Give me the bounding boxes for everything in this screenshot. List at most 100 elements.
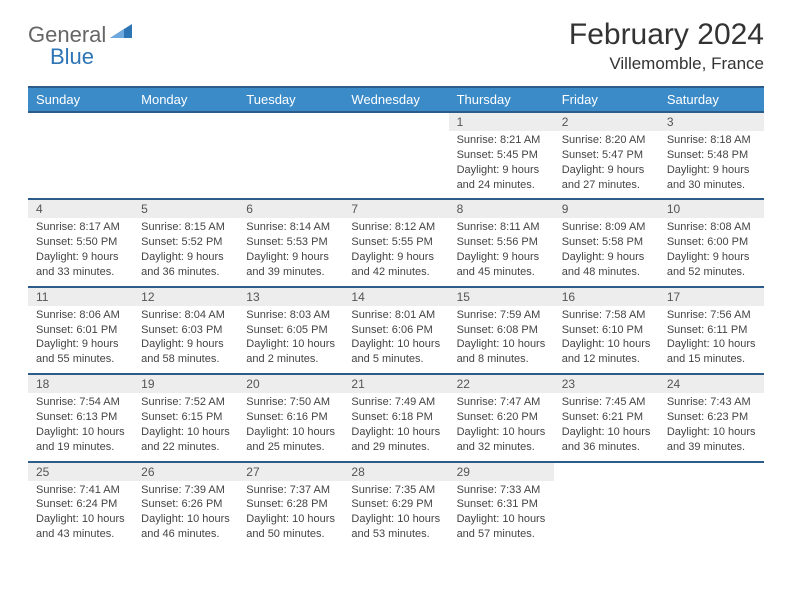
daylight-line: Daylight: 10 hours and 53 minutes.	[351, 512, 440, 542]
logo-text-blue: Blue	[50, 44, 94, 70]
sunrise-line: Sunrise: 7:56 AM	[667, 308, 756, 323]
sunrise-line: Sunrise: 8:04 AM	[141, 308, 230, 323]
daylight-line: Daylight: 10 hours and 39 minutes.	[667, 425, 756, 455]
weekday-header: Friday	[554, 87, 659, 112]
day-number-cell: 1	[449, 112, 554, 131]
sunset-line: Sunset: 5:55 PM	[351, 235, 440, 250]
weekday-header: Tuesday	[238, 87, 343, 112]
day-content-row: Sunrise: 7:54 AMSunset: 6:13 PMDaylight:…	[28, 393, 764, 461]
day-content-cell: Sunrise: 7:59 AMSunset: 6:08 PMDaylight:…	[449, 306, 554, 374]
sunrise-line: Sunrise: 8:20 AM	[562, 133, 651, 148]
day-content-cell: Sunrise: 7:52 AMSunset: 6:15 PMDaylight:…	[133, 393, 238, 461]
daylight-line: Daylight: 9 hours and 55 minutes.	[36, 337, 125, 367]
day-number-cell: 28	[343, 462, 448, 481]
sunrise-line: Sunrise: 7:58 AM	[562, 308, 651, 323]
sunset-line: Sunset: 5:47 PM	[562, 148, 651, 163]
day-number-row: 45678910	[28, 199, 764, 218]
day-content-cell	[554, 481, 659, 549]
day-content-cell: Sunrise: 8:12 AMSunset: 5:55 PMDaylight:…	[343, 218, 448, 286]
day-content-cell	[133, 131, 238, 199]
weekday-header-row: Sunday Monday Tuesday Wednesday Thursday…	[28, 87, 764, 112]
weekday-header: Wednesday	[343, 87, 448, 112]
sunset-line: Sunset: 5:56 PM	[457, 235, 546, 250]
daylight-line: Daylight: 9 hours and 33 minutes.	[36, 250, 125, 280]
day-content-cell: Sunrise: 7:41 AMSunset: 6:24 PMDaylight:…	[28, 481, 133, 549]
sunset-line: Sunset: 6:06 PM	[351, 323, 440, 338]
sunrise-line: Sunrise: 8:11 AM	[457, 220, 546, 235]
weekday-header: Monday	[133, 87, 238, 112]
day-number-cell: 4	[28, 199, 133, 218]
sunset-line: Sunset: 6:23 PM	[667, 410, 756, 425]
day-content-cell: Sunrise: 7:58 AMSunset: 6:10 PMDaylight:…	[554, 306, 659, 374]
sunrise-line: Sunrise: 7:35 AM	[351, 483, 440, 498]
daylight-line: Daylight: 10 hours and 29 minutes.	[351, 425, 440, 455]
day-content-cell: Sunrise: 8:06 AMSunset: 6:01 PMDaylight:…	[28, 306, 133, 374]
day-number-cell: 6	[238, 199, 343, 218]
day-content-cell: Sunrise: 7:45 AMSunset: 6:21 PMDaylight:…	[554, 393, 659, 461]
header: General February 2024 Villemomble, Franc…	[28, 18, 764, 74]
sunset-line: Sunset: 5:48 PM	[667, 148, 756, 163]
sunrise-line: Sunrise: 8:14 AM	[246, 220, 335, 235]
day-number-cell: 22	[449, 374, 554, 393]
sunset-line: Sunset: 6:28 PM	[246, 497, 335, 512]
daylight-line: Daylight: 10 hours and 8 minutes.	[457, 337, 546, 367]
day-number-cell: 24	[659, 374, 764, 393]
day-number-cell: 14	[343, 287, 448, 306]
daylight-line: Daylight: 10 hours and 5 minutes.	[351, 337, 440, 367]
daylight-line: Daylight: 10 hours and 36 minutes.	[562, 425, 651, 455]
sunrise-line: Sunrise: 7:47 AM	[457, 395, 546, 410]
day-content-cell: Sunrise: 7:47 AMSunset: 6:20 PMDaylight:…	[449, 393, 554, 461]
daylight-line: Daylight: 10 hours and 22 minutes.	[141, 425, 230, 455]
day-number-cell: 17	[659, 287, 764, 306]
sunset-line: Sunset: 6:03 PM	[141, 323, 230, 338]
sunrise-line: Sunrise: 7:45 AM	[562, 395, 651, 410]
day-number-cell: 26	[133, 462, 238, 481]
day-number-cell: 25	[28, 462, 133, 481]
sunrise-line: Sunrise: 7:54 AM	[36, 395, 125, 410]
logo-triangle-icon	[110, 24, 132, 47]
sunrise-line: Sunrise: 8:15 AM	[141, 220, 230, 235]
sunset-line: Sunset: 6:24 PM	[36, 497, 125, 512]
sunset-line: Sunset: 6:05 PM	[246, 323, 335, 338]
day-number-cell	[238, 112, 343, 131]
day-number-cell: 11	[28, 287, 133, 306]
day-number-cell: 5	[133, 199, 238, 218]
day-number-cell: 10	[659, 199, 764, 218]
sunrise-line: Sunrise: 8:18 AM	[667, 133, 756, 148]
calendar-body: 123Sunrise: 8:21 AMSunset: 5:45 PMDaylig…	[28, 112, 764, 549]
sunrise-line: Sunrise: 8:06 AM	[36, 308, 125, 323]
day-number-cell: 15	[449, 287, 554, 306]
sunset-line: Sunset: 5:50 PM	[36, 235, 125, 250]
sunset-line: Sunset: 6:11 PM	[667, 323, 756, 338]
title-block: February 2024 Villemomble, France	[569, 18, 764, 74]
sunset-line: Sunset: 6:21 PM	[562, 410, 651, 425]
daylight-line: Daylight: 10 hours and 15 minutes.	[667, 337, 756, 367]
day-number-cell: 2	[554, 112, 659, 131]
day-content-cell	[659, 481, 764, 549]
daylight-line: Daylight: 9 hours and 36 minutes.	[141, 250, 230, 280]
sunrise-line: Sunrise: 7:49 AM	[351, 395, 440, 410]
sunset-line: Sunset: 5:52 PM	[141, 235, 230, 250]
daylight-line: Daylight: 9 hours and 30 minutes.	[667, 163, 756, 193]
day-content-cell: Sunrise: 8:11 AMSunset: 5:56 PMDaylight:…	[449, 218, 554, 286]
day-number-cell: 27	[238, 462, 343, 481]
day-content-row: Sunrise: 8:06 AMSunset: 6:01 PMDaylight:…	[28, 306, 764, 374]
day-number-cell	[554, 462, 659, 481]
day-content-cell: Sunrise: 7:33 AMSunset: 6:31 PMDaylight:…	[449, 481, 554, 549]
sunset-line: Sunset: 6:08 PM	[457, 323, 546, 338]
weekday-header: Thursday	[449, 87, 554, 112]
sunrise-line: Sunrise: 8:01 AM	[351, 308, 440, 323]
day-number-cell: 20	[238, 374, 343, 393]
day-number-row: 123	[28, 112, 764, 131]
day-number-cell: 3	[659, 112, 764, 131]
day-number-cell: 23	[554, 374, 659, 393]
sunset-line: Sunset: 6:00 PM	[667, 235, 756, 250]
day-content-row: Sunrise: 8:17 AMSunset: 5:50 PMDaylight:…	[28, 218, 764, 286]
day-number-row: 2526272829	[28, 462, 764, 481]
day-content-cell: Sunrise: 8:04 AMSunset: 6:03 PMDaylight:…	[133, 306, 238, 374]
day-content-cell	[28, 131, 133, 199]
sunset-line: Sunset: 6:31 PM	[457, 497, 546, 512]
sunset-line: Sunset: 6:16 PM	[246, 410, 335, 425]
daylight-line: Daylight: 9 hours and 24 minutes.	[457, 163, 546, 193]
day-content-cell: Sunrise: 8:14 AMSunset: 5:53 PMDaylight:…	[238, 218, 343, 286]
